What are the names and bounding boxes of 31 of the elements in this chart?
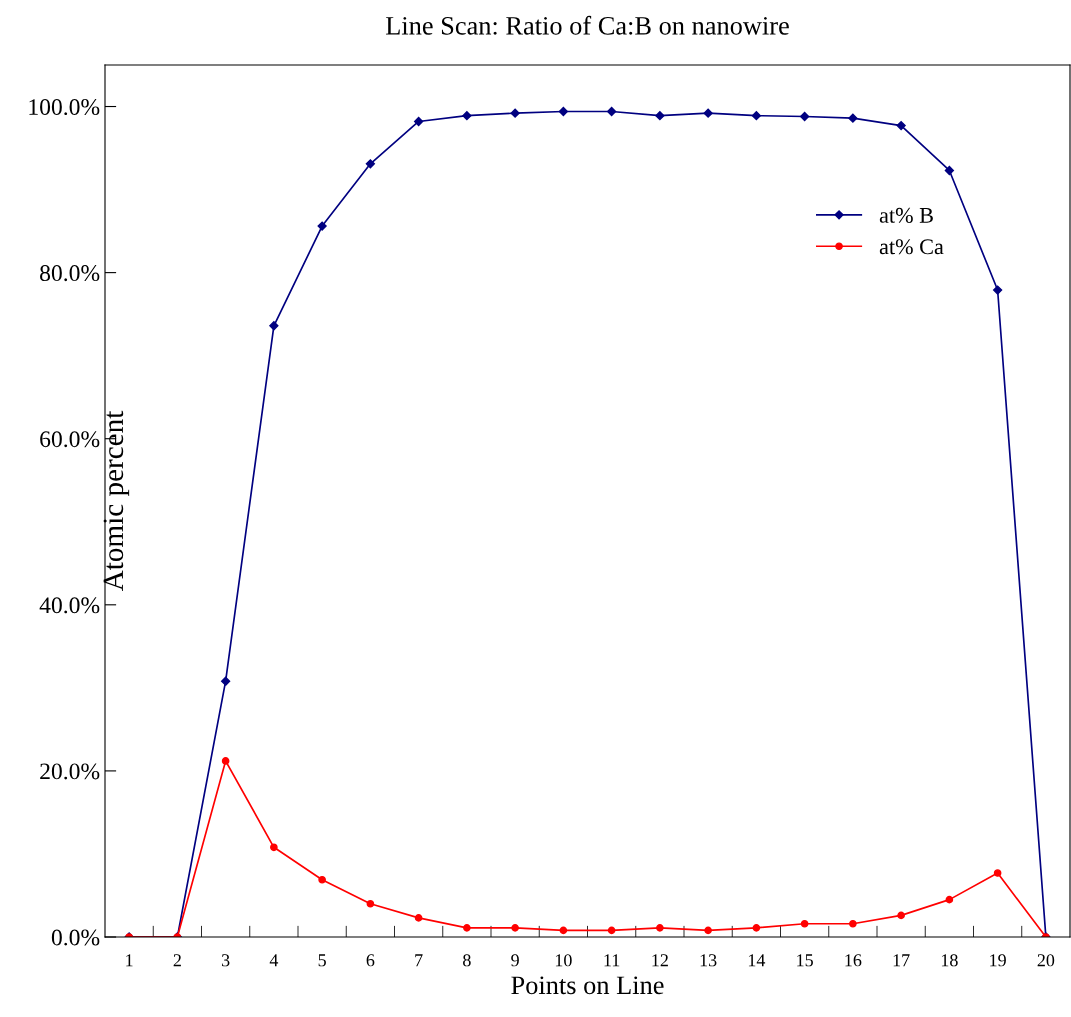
x-tick-label: 14 <box>748 954 766 967</box>
x-tick-label: 16 <box>845 954 862 967</box>
x-tick-label: 15 <box>797 954 813 967</box>
x-tick-label: 13 <box>700 954 717 967</box>
x-tick-label: 20 <box>1037 954 1055 967</box>
x-tick-label: 17 <box>893 954 910 967</box>
x-axis-title: Points on Line <box>511 976 664 995</box>
y-tick-label: 40.0% <box>39 597 100 614</box>
x-tick-label: 10 <box>555 954 572 967</box>
x-tick-label: 8 <box>463 954 471 967</box>
x-tick-label: 5 <box>318 954 326 967</box>
legend-label: at% B <box>879 207 933 223</box>
x-tick-label: 19 <box>990 954 1006 967</box>
y-tick-label: 80.0% <box>40 265 100 282</box>
chart-title: Line Scan: Ratio of Ca:B on nanowire <box>385 15 789 35</box>
x-tick-label: 9 <box>511 954 519 967</box>
x-tick-label: 18 <box>941 954 958 967</box>
y-tick-label: 20.0% <box>40 763 100 780</box>
legend-label: at% Ca <box>879 239 944 255</box>
x-tick-label: 12 <box>652 954 668 967</box>
x-tick-label: 3 <box>221 954 230 967</box>
x-tick-label: 6 <box>366 954 375 967</box>
y-tick-label: 100.0% <box>29 99 100 116</box>
x-tick-label: 7 <box>415 954 423 967</box>
x-tick-label: 2 <box>173 954 181 967</box>
y-tick-label: 60.0% <box>40 431 100 448</box>
x-tick-label: 4 <box>269 954 279 967</box>
y-tick-label: 0.0% <box>51 929 100 946</box>
x-tick-label: 11 <box>604 954 620 967</box>
y-axis-title: Atomic percent <box>103 410 130 592</box>
x-tick-label: 1 <box>126 954 133 967</box>
